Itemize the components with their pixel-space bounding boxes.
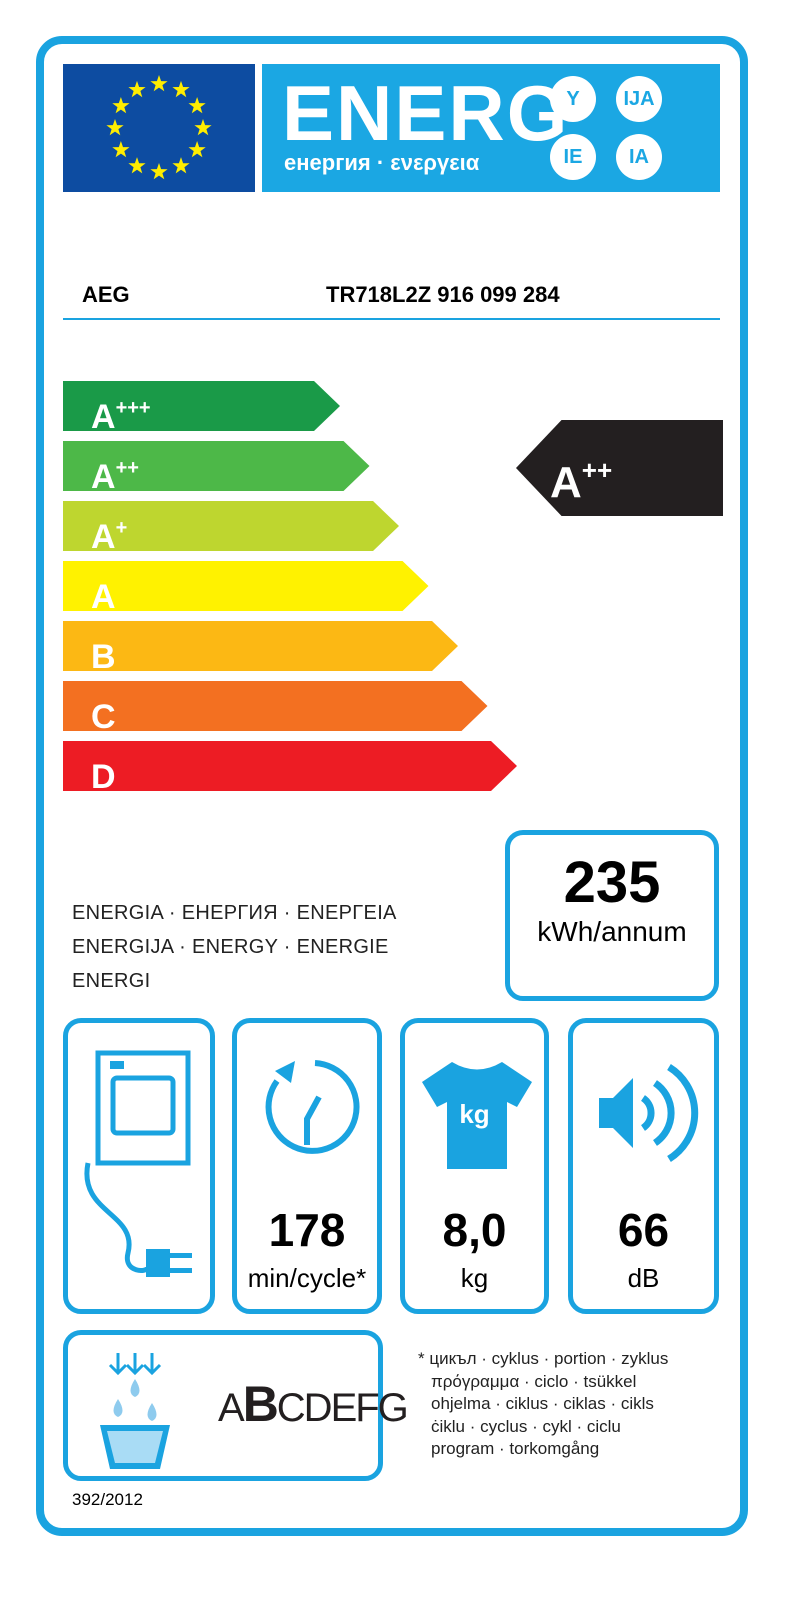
eu-star-icon [128,157,146,174]
scale-bar: C [63,681,488,731]
speaker-icon [599,1064,699,1162]
footnote-line: цикъл · cyklus · portion · zyklus [429,1349,669,1368]
scale-letter: A [91,458,116,496]
condenser-dryer-icon [84,1050,192,1277]
eu-star-icon [128,80,146,98]
noise-unit: dB [627,1263,660,1293]
tshirt-kg-label: kg [459,1099,490,1129]
condensation-icon [100,1353,170,1469]
scale-bar: D [63,741,517,791]
scale-bar: A++ [63,441,370,491]
footnote-line: ohjelma · ciklus · ciklas · cikls [431,1394,654,1413]
footnote-star: * [418,1349,425,1368]
eu-flag-icon [63,64,255,192]
scale-letter: B [91,638,116,676]
suffix-ie: IE [550,134,596,180]
header-title: ENERG [282,69,570,157]
annual-consumption-box: 235 kWh/annum [505,830,719,1001]
footnote-line: program · torkomgång [431,1439,600,1458]
eu-star-icon [150,75,168,92]
cycle-time-icon [265,1060,360,1154]
capacity-unit: kg [460,1263,489,1293]
dryer-type-box [63,1018,215,1314]
eu-star-icon [172,80,190,98]
scale-letter: C [91,698,116,736]
rating-letter: A [550,458,582,507]
capacity-box: kg 8,0 kg [400,1018,549,1314]
eu-star-icon [106,119,124,136]
eu-star-icon [112,97,130,114]
scale-bar: A [63,561,429,611]
eu-star-icon [112,141,130,158]
scale-letter: A [91,398,116,436]
energia-line: ENERGIJA · ENERGY · ENERGIE [72,936,389,958]
consumption-unit: kWh/annum [537,916,687,947]
energy-header: ENERG енергия · ενεργεια Y IJA IE IA [262,64,720,192]
header-subtitle: енергия · ενεργεια [284,150,480,175]
suffix-ia: IA [616,134,662,180]
eu-star-icon [172,157,190,174]
suffix-ija: IJA [616,76,662,122]
scale-plus: + [115,517,128,539]
scale-plus: ++ [115,457,139,479]
class-rest: CDEFG [276,1386,409,1430]
footnote: * цикъл · cyklus · portion · zyklus πρόγ… [418,1348,668,1461]
scale-letter: D [91,758,116,796]
scale-letter: A [91,518,116,556]
scale-bar: A+ [63,501,399,551]
tshirt-kg-icon [422,1062,532,1169]
scale-plus: +++ [115,397,151,419]
suffix-y: Y [550,76,596,122]
model-number: TR718L2Z 916 099 284 [326,282,560,307]
cycle-time-unit: min/cycle* [247,1263,367,1293]
condensation-class-box: ABCDEFG [63,1330,409,1481]
footnote-line: πρόγραμμα · ciclo · tsükkel [431,1371,637,1391]
cycle-time-value: 178 [268,1204,346,1256]
class-selected: B [242,1376,279,1432]
energia-line: ENERGIA · ЕНЕРГИЯ · ΕΝΕΡΓΕΙΑ [72,902,397,924]
rating-plus: ++ [581,455,613,485]
noise-value: 66 [617,1204,670,1256]
scale-letter: A [91,578,116,616]
eu-star-icon [150,163,168,180]
energia-line: ENERGI [72,970,151,992]
cycle-time-box: 178 min/cycle* [232,1018,382,1314]
consumption-value: 235 [563,850,661,915]
condensation-class-scale: ABCDEFG [218,1375,409,1433]
divider [63,318,720,320]
class-a: A [218,1386,245,1430]
label-frame [36,36,748,1536]
noise-box: 66 dB [568,1018,719,1314]
brand-name: AEG [82,282,130,307]
capacity-value: 8,0 [442,1204,507,1256]
eu-star-icon [188,141,206,158]
footnote-line: ċiklu · cyclus · cykl · ciclu [431,1416,621,1436]
scale-bar: A+++ [63,381,340,431]
regulation-number: 392/2012 [72,1490,143,1509]
eu-star-icon [194,119,212,136]
rating-indicator: A++ [516,420,723,516]
scale-bar: B [63,621,458,671]
eu-star-icon [188,97,206,114]
